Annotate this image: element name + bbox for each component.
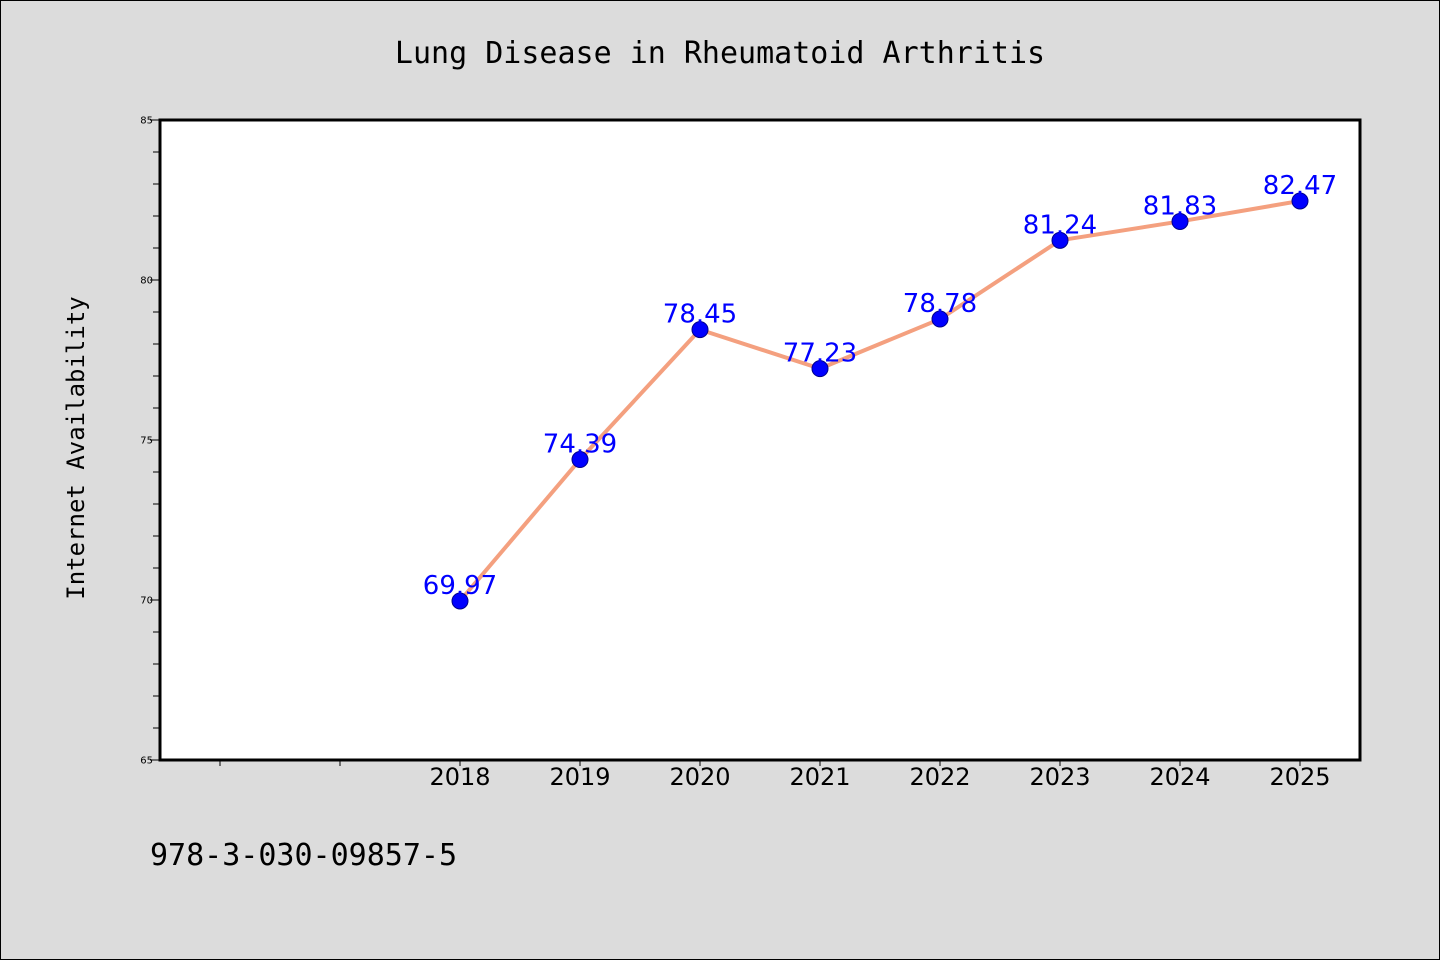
y-tick-label: 85: [140, 116, 153, 127]
data-label: 69.97: [423, 571, 497, 601]
x-tick-label: 2024: [1149, 763, 1210, 791]
data-label: 74.39: [543, 430, 617, 460]
data-point-marker: [1171, 212, 1189, 230]
x-axis-ticks: 2018 2019 2020 2021 2022 2023 2024 2025: [219, 760, 1331, 791]
y-tick-label: 65: [140, 756, 153, 767]
data-label: 81.83: [1143, 191, 1217, 221]
series-line: [458, 198, 1301, 603]
y-tick-label: 70: [140, 596, 153, 607]
data-labels: 69.97 74.39 78.45 77.23 78.78 81.24 81.83 82.47: [423, 171, 1337, 601]
data-point-marker: [571, 451, 589, 469]
plot-area: [160, 120, 1360, 760]
data-point-marker: [451, 592, 469, 610]
data-label: 78.78: [903, 289, 977, 319]
data-point-marker: [1051, 231, 1069, 249]
data-point-marker: [1291, 192, 1309, 210]
x-tick-label: 2019: [549, 763, 610, 791]
data-label: 78.45: [663, 300, 737, 330]
y-tick-label: 80: [140, 276, 153, 287]
data-points: [451, 192, 1309, 610]
y-tick-label: 75: [140, 436, 153, 447]
chart-title: Lung Disease in Rheumatoid Arthritis: [395, 36, 1045, 71]
plot-border: [158, 118, 1362, 762]
data-point-marker: [811, 360, 829, 378]
x-tick-label: 2021: [789, 763, 850, 791]
data-point-marker: [931, 310, 949, 328]
y-axis-ticks: 65 70 75 80 85: [140, 116, 160, 767]
x-tick-label: 2023: [1029, 763, 1090, 791]
x-tick-label: 2018: [429, 763, 490, 791]
x-tick-label: 2025: [1269, 763, 1330, 791]
data-label: 77.23: [783, 339, 857, 369]
data-point-marker: [691, 321, 709, 339]
data-label: 81.24: [1023, 210, 1097, 240]
footer-isbn: 978-3-030-09857-5: [150, 838, 457, 873]
data-label: 82.47: [1263, 171, 1337, 201]
y-axis-label: Internet Availability: [62, 296, 90, 599]
x-tick-label: 2022: [909, 763, 970, 791]
x-tick-label: 2020: [669, 763, 730, 791]
